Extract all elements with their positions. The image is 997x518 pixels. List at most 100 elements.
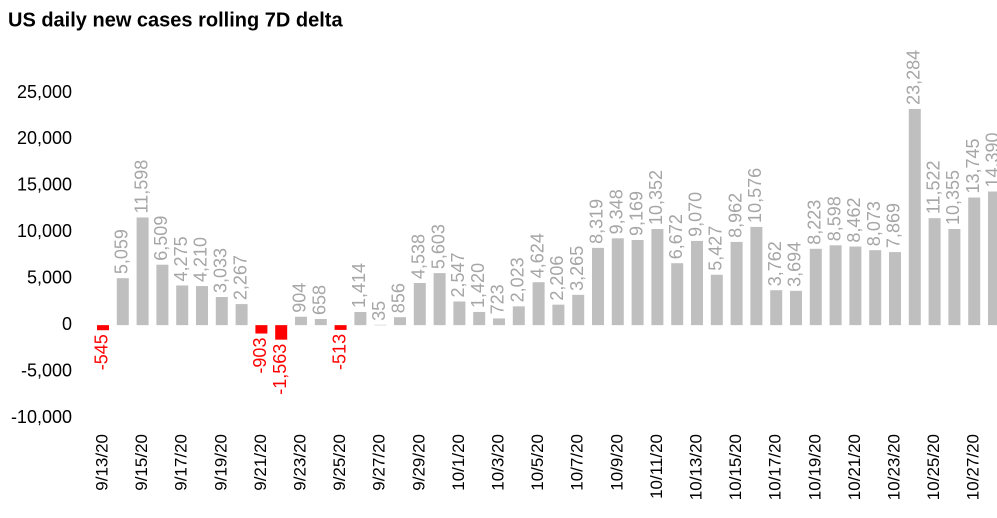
y-tick-label: 5,000 bbox=[27, 267, 72, 287]
value-label: 8,319 bbox=[587, 199, 607, 244]
value-label: 11,598 bbox=[131, 160, 151, 214]
bar bbox=[512, 306, 525, 326]
x-tick-label: 10/25/20 bbox=[924, 434, 943, 500]
value-label: 11,522 bbox=[923, 160, 943, 214]
bar bbox=[196, 286, 208, 326]
value-label: -513 bbox=[329, 334, 349, 370]
x-tick-label: 9/27/20 bbox=[370, 434, 389, 491]
bar bbox=[691, 240, 703, 326]
bar bbox=[770, 290, 783, 326]
bar bbox=[592, 247, 604, 326]
bar bbox=[136, 217, 149, 326]
bar bbox=[948, 228, 961, 326]
x-tick-label: 9/17/20 bbox=[172, 434, 191, 491]
value-label: 5,059 bbox=[112, 229, 132, 274]
bar bbox=[730, 241, 743, 326]
bar bbox=[473, 311, 486, 326]
bar bbox=[710, 274, 723, 326]
y-tick-label: 15,000 bbox=[17, 175, 72, 195]
value-label: 1,420 bbox=[468, 263, 488, 308]
bar bbox=[354, 312, 367, 326]
x-tick-label: 10/15/20 bbox=[726, 434, 745, 500]
bar bbox=[572, 294, 585, 326]
bar bbox=[532, 282, 545, 326]
value-label: 2,206 bbox=[547, 256, 567, 301]
value-label: -903 bbox=[250, 338, 270, 374]
y-tick-label: 25,000 bbox=[17, 82, 72, 102]
value-label: 9,348 bbox=[607, 189, 627, 234]
value-label: 8,462 bbox=[844, 198, 864, 243]
bar bbox=[394, 317, 406, 326]
value-label: 10,576 bbox=[745, 168, 765, 223]
x-tick-label: 9/25/20 bbox=[330, 434, 349, 491]
bar bbox=[790, 290, 802, 326]
bar bbox=[968, 197, 981, 326]
bar bbox=[255, 325, 268, 334]
x-tick-label: 10/1/20 bbox=[449, 434, 468, 491]
y-tick-label: 10,000 bbox=[17, 221, 72, 241]
bar bbox=[334, 325, 347, 330]
value-label: 658 bbox=[310, 285, 330, 315]
bar bbox=[611, 238, 624, 326]
value-label: 7,869 bbox=[884, 203, 904, 248]
value-label: 4,210 bbox=[191, 237, 211, 282]
bar bbox=[156, 264, 169, 326]
value-label: 2,023 bbox=[508, 257, 528, 302]
x-tick-label: 9/23/20 bbox=[290, 434, 309, 491]
x-tick-label: 10/19/20 bbox=[805, 434, 824, 500]
value-label: 723 bbox=[488, 284, 508, 314]
value-label: 10,355 bbox=[943, 170, 963, 225]
bar bbox=[433, 273, 446, 326]
bar bbox=[631, 240, 644, 326]
x-tick-label: 9/13/20 bbox=[92, 434, 111, 491]
value-label: 6,672 bbox=[666, 214, 686, 259]
x-tick-label: 10/21/20 bbox=[845, 434, 864, 500]
bar bbox=[275, 325, 288, 340]
bar bbox=[750, 226, 763, 326]
x-tick-label: 10/13/20 bbox=[686, 434, 705, 500]
value-label: 2,267 bbox=[230, 255, 250, 300]
value-label: 4,538 bbox=[409, 234, 429, 279]
value-label: 4,275 bbox=[171, 236, 191, 281]
value-label: 3,694 bbox=[785, 242, 805, 287]
bar bbox=[988, 191, 997, 326]
bar bbox=[97, 325, 109, 331]
x-tick-label: 10/27/20 bbox=[964, 434, 983, 500]
x-tick-label: 10/9/20 bbox=[607, 434, 626, 491]
bar bbox=[235, 304, 248, 326]
value-label: 1,414 bbox=[349, 263, 369, 308]
bar bbox=[374, 324, 387, 326]
bar bbox=[928, 218, 941, 326]
value-label: 13,745 bbox=[963, 138, 983, 193]
value-label: 8,962 bbox=[725, 193, 745, 238]
value-label: 23,284 bbox=[904, 50, 924, 105]
bar bbox=[314, 319, 327, 326]
y-tick-label: 0 bbox=[62, 314, 72, 334]
bar bbox=[869, 250, 882, 326]
y-tick-label: -10,000 bbox=[11, 407, 72, 427]
value-label: 9,169 bbox=[626, 191, 646, 236]
bar bbox=[453, 301, 466, 326]
bar bbox=[908, 108, 921, 326]
bar bbox=[176, 285, 189, 326]
bar bbox=[215, 296, 228, 326]
value-label: -1,563 bbox=[270, 344, 290, 395]
value-label: 14,390 bbox=[983, 132, 997, 187]
bar bbox=[493, 318, 505, 326]
value-label: 3,762 bbox=[765, 241, 785, 286]
x-tick-label: 10/17/20 bbox=[766, 434, 785, 500]
value-label: 6,509 bbox=[151, 216, 171, 261]
x-tick-label: 10/7/20 bbox=[568, 434, 587, 491]
value-label: 10,352 bbox=[646, 170, 666, 225]
bar bbox=[671, 263, 684, 326]
y-tick-label: -5,000 bbox=[21, 360, 72, 380]
x-tick-label: 9/21/20 bbox=[251, 434, 270, 491]
bar bbox=[849, 246, 862, 326]
value-label: 35 bbox=[369, 301, 389, 321]
x-tick-label: 9/19/20 bbox=[211, 434, 230, 491]
bar bbox=[809, 248, 822, 326]
value-label: 8,598 bbox=[824, 196, 844, 241]
x-tick-label: 10/5/20 bbox=[528, 434, 547, 491]
x-tick-label: 9/29/20 bbox=[409, 434, 428, 491]
